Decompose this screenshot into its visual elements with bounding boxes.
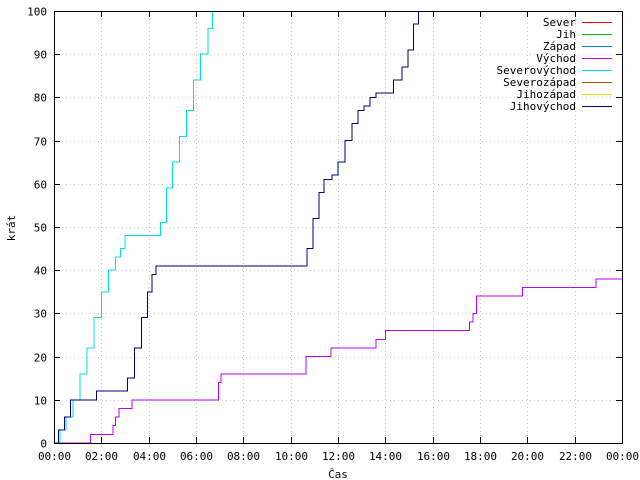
y-axis-label: krát xyxy=(5,215,18,242)
series-line-3 xyxy=(54,278,622,444)
y-tick-label: 70 xyxy=(34,136,47,149)
x-tick-label: 06:00 xyxy=(180,450,213,463)
legend-label-1: Jih xyxy=(556,28,576,41)
x-tick-label: 04:00 xyxy=(133,450,166,463)
tick-labels: 0 10 20 30 40 50 60 70 80 90 100 00:00 02:00 04:00 06:… xyxy=(27,6,639,464)
y-tick-label: 0 xyxy=(40,438,47,451)
legend-label-2: Západ xyxy=(543,40,576,53)
x-tick-label: 00:00 xyxy=(38,450,71,463)
legend: SeverJihZápadVýchodSeverovýchodSeverozáp… xyxy=(497,16,612,113)
y-tick-label: 90 xyxy=(34,49,47,62)
y-tick-label: 80 xyxy=(34,92,47,105)
y-tick-label: 60 xyxy=(34,179,47,192)
y-tick-label: 40 xyxy=(34,265,47,278)
grid xyxy=(54,11,622,443)
y-tick-label: 100 xyxy=(27,6,47,19)
x-tick-label: 22:00 xyxy=(559,450,592,463)
x-tick-label: 02:00 xyxy=(85,450,118,463)
legend-label-6: Jihozápad xyxy=(516,88,576,101)
y-tick-label: 50 xyxy=(34,222,47,235)
legend-label-0: Sever xyxy=(543,16,576,29)
axis-ticks xyxy=(54,11,623,444)
y-tick-label: 20 xyxy=(34,352,47,365)
x-tick-label: 18:00 xyxy=(464,450,497,463)
x-tick-label: 08:00 xyxy=(227,450,260,463)
x-axis-label: Čas xyxy=(328,468,348,480)
x-tick-label: 14:00 xyxy=(369,450,402,463)
x-tick-label: 16:00 xyxy=(417,450,450,463)
y-tick-label: 10 xyxy=(34,395,47,408)
legend-label-7: Jihovýchod xyxy=(510,100,576,113)
x-tick-label: 20:00 xyxy=(511,450,544,463)
x-tick-label: 12:00 xyxy=(322,450,355,463)
legend-label-5: Severozápad xyxy=(503,76,576,89)
y-tick-label: 30 xyxy=(34,308,47,321)
legend-label-3: Východ xyxy=(536,52,576,65)
series-lines xyxy=(54,11,622,444)
series-line-7 xyxy=(54,11,419,444)
x-tick-label: 00:00 xyxy=(606,450,639,463)
legend-label-4: Severovýchod xyxy=(497,64,576,77)
x-tick-label: 10:00 xyxy=(275,450,308,463)
